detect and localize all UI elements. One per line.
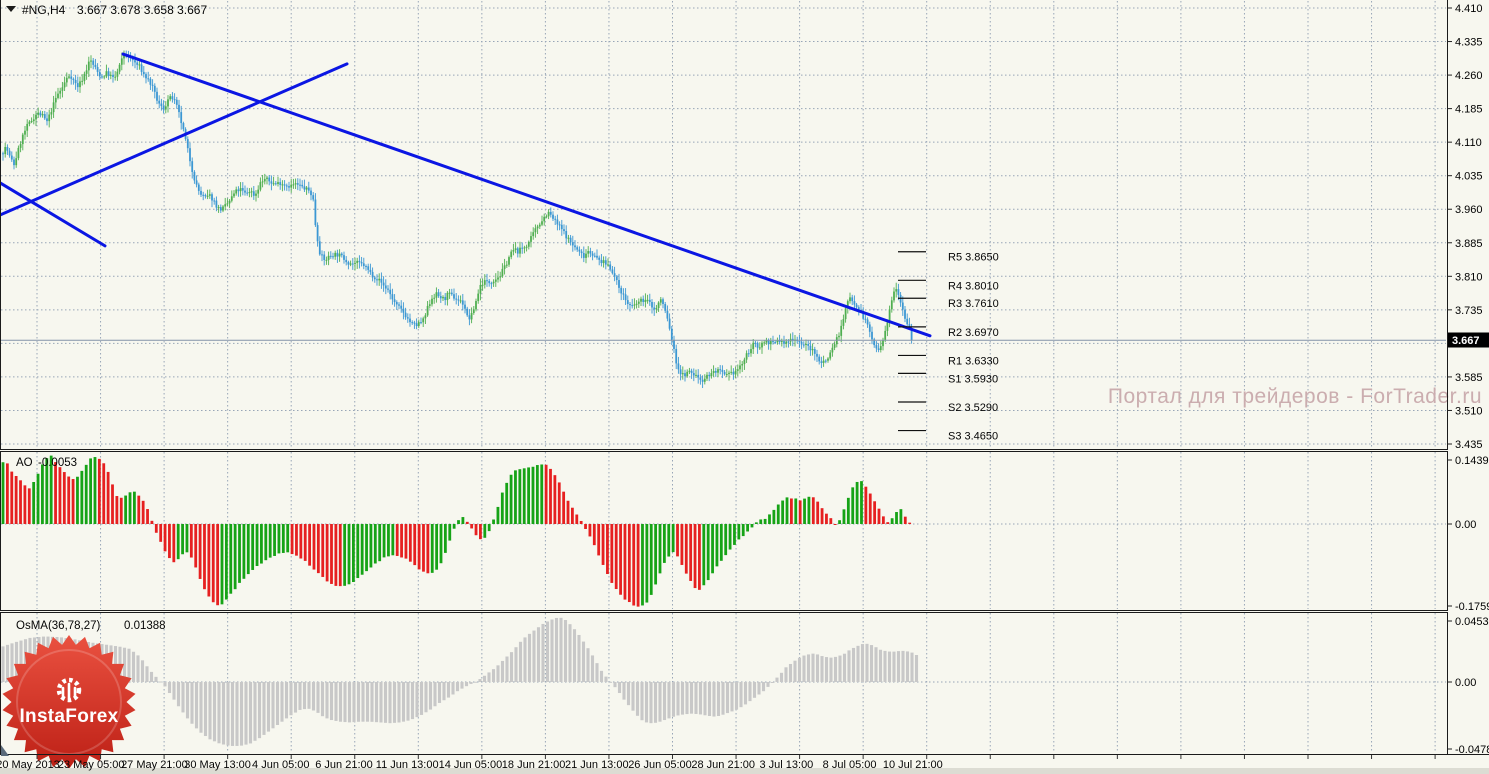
trendline-3[interactable] [0, 181, 107, 248]
ao-indicator-label: AO [16, 457, 33, 469]
symbol-dropdown-icon[interactable] [6, 6, 16, 12]
price-tick-label: 3.510 [1455, 405, 1483, 417]
trendlines-layer[interactable] [0, 52, 1446, 341]
pivot-label-s2: S2 3.5290 [948, 402, 998, 414]
ao-indicator-value: -0.0053 [38, 457, 77, 469]
pivot-label-s1: S1 3.5930 [948, 373, 998, 385]
time-tick-label: 6 Jun 21:00 [315, 759, 373, 771]
price-tick-label: 3.960 [1455, 204, 1483, 216]
ohlc-quotes: 3.667 3.678 3.658 3.667 [77, 3, 207, 17]
time-tick-label: 8 Jul 05:00 [823, 759, 877, 771]
symbol-name[interactable]: #NG,H4 [22, 3, 66, 17]
pivot-label-r4: R4 3.8010 [948, 280, 999, 292]
chart-title: #NG,H4 3.667 3.678 3.658 3.667 [6, 3, 207, 17]
pivot-levels-layer: R5 3.8650 R4 3.8010 R3 3.7610 R2 3.6970 R1 3… [898, 251, 999, 443]
price-tick-label: 3.885 [1455, 238, 1483, 250]
price-tick-label: 3.810 [1455, 271, 1483, 283]
price-tick-label: 4.260 [1455, 70, 1483, 82]
logo-text: InstaForex [19, 706, 118, 727]
time-tick-label: 28 Jun 21:00 [691, 759, 755, 771]
candlestick-series [2, 50, 913, 389]
trendline-1[interactable] [121, 52, 932, 338]
ao-scale-label: 0.00 [1455, 519, 1476, 531]
pivot-level-r3: R3 3.7610 [898, 297, 999, 310]
pivot-label-r3: R3 3.7610 [948, 298, 999, 310]
osma-indicator-label: OsMA(36,78,27) [16, 620, 101, 632]
price-tick-label: 3.585 [1455, 372, 1483, 384]
current-price-label: 3.667 [1452, 335, 1480, 347]
pivot-level-r2: R2 3.6970 [898, 326, 999, 339]
current-price-tag: 3.667 [1448, 332, 1489, 348]
price-tick-label: 3.735 [1455, 305, 1483, 317]
time-tick-label: 26 Jun 05:00 [628, 759, 692, 771]
axes-layer: 4.410 4.335 4.260 4.185 4.110 4.035 3.960 3.885… [0, 3, 1489, 771]
series-layer[interactable] [1, 50, 919, 746]
logo-trident-icon [61, 682, 77, 701]
trendline-2[interactable] [0, 62, 349, 217]
price-tick-label: 4.185 [1455, 104, 1483, 116]
price-tick-label: 4.035 [1455, 171, 1483, 183]
history-scroll-marker [1, 745, 9, 756]
time-tick-label: 23 May 05:00 [58, 759, 125, 771]
ao-histogram [1, 455, 912, 607]
time-tick-label: 30 May 13:00 [184, 759, 251, 771]
pivot-level-s3: S3 3.4650 [898, 429, 998, 443]
pivot-level-r5: R5 3.8650 [898, 251, 999, 264]
price-tick-label: 3.435 [1455, 439, 1483, 451]
osma-indicator-value: 0.01388 [124, 620, 166, 632]
ao-scale-label: 0.1439 [1455, 455, 1489, 467]
price-tick-label: 4.335 [1455, 37, 1483, 49]
time-tick-label: 27 May 21:00 [121, 759, 188, 771]
price-tick-label: 4.410 [1455, 3, 1483, 15]
pivot-level-r1: R1 3.6330 [898, 354, 999, 367]
time-tick-label: 11 Jun 13:00 [376, 759, 439, 771]
grid-layer [1, 1, 1446, 753]
time-tick-label: 18 Jun 21:00 [502, 759, 566, 771]
pivot-label-r2: R2 3.6970 [948, 327, 999, 339]
osma-scale-label: 0.00 [1455, 677, 1476, 689]
time-tick-label: 4 Jun 05:00 [252, 759, 310, 771]
osma-scale-label: -0.04781 [1455, 744, 1489, 756]
pivot-label-r5: R5 3.8650 [948, 252, 999, 264]
price-tick-label: 4.110 [1455, 137, 1482, 149]
time-tick-label: 14 Jun 05:00 [439, 759, 503, 771]
pivot-level-s2: S2 3.5290 [898, 401, 998, 414]
pivot-label-r1: R1 3.6330 [948, 355, 999, 367]
time-tick-label: 21 Jun 13:00 [565, 759, 629, 771]
watermark-text: Портал для трейдеров - ForTrader.ru [1108, 385, 1482, 408]
osma-histogram [1, 617, 919, 746]
ao-scale-label: -0.1759 [1455, 601, 1489, 613]
osma-scale-label: 0.04539 [1455, 616, 1489, 628]
pivot-label-s3: S3 3.4650 [948, 431, 998, 443]
pivot-level-s1: S1 3.5930 [898, 372, 998, 385]
pivot-level-r4: R4 3.8010 [898, 279, 999, 292]
time-tick-label: 10 Jul 21:00 [883, 759, 943, 771]
time-tick-label: 20 May 2013 [0, 759, 60, 771]
time-tick-label: 3 Jul 13:00 [759, 759, 813, 771]
